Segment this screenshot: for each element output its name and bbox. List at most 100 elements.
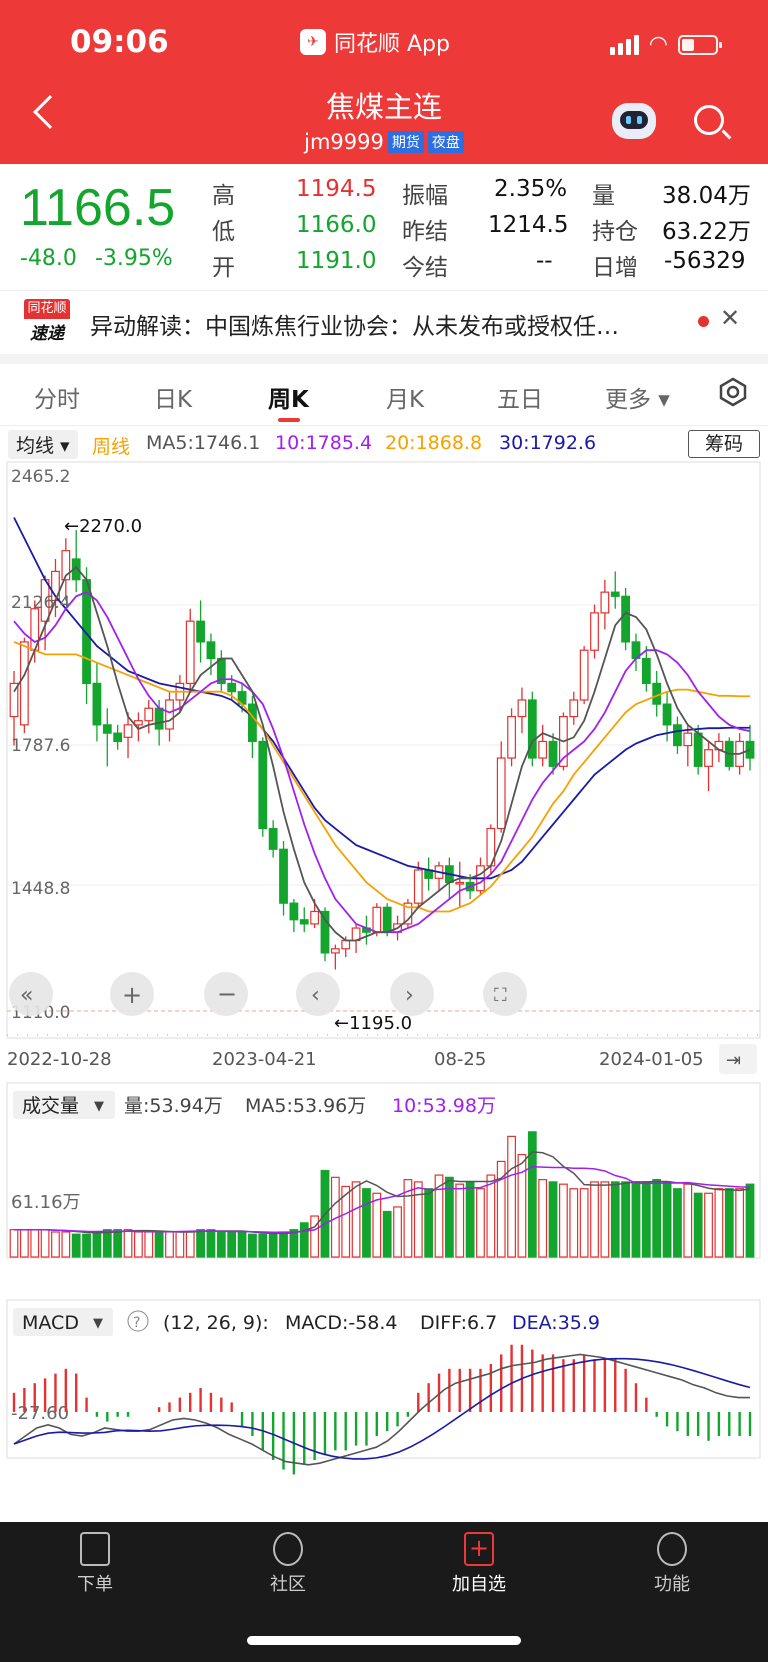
candle-body (113, 732, 123, 743)
news-text[interactable]: 异动解读：中国炼焦行业协会：从未发布或授权任… (90, 314, 619, 340)
quote-panel: 1166.5 -48.0 -3.95% 高 1194.5 低 1166.0 开 1… (0, 164, 768, 290)
candle-body (92, 682, 102, 726)
robot-assistant-icon[interactable] (612, 103, 656, 139)
diff-line (13, 1353, 750, 1466)
volume-bar (403, 1179, 413, 1258)
volume-bar (92, 1231, 102, 1258)
wifi-icon: ◠ (648, 32, 668, 57)
active-tab-indicator (278, 418, 300, 422)
date-tick: 2022-10-28 (7, 1049, 112, 1070)
zoom-controls: « + − ‹ › ⛶ (9, 972, 527, 1016)
tab-intraday[interactable]: 分时 (34, 387, 80, 413)
status-time: 09:06 (70, 24, 169, 60)
volume-bar (362, 1188, 371, 1258)
volume-bar (579, 1188, 589, 1258)
volume-bar (310, 1215, 320, 1258)
volume-bar (144, 1231, 154, 1258)
nav-community[interactable]: 社区 (238, 1532, 338, 1596)
volume-bar (248, 1233, 257, 1258)
news-logo: 同花顺 速递 (24, 299, 70, 345)
candle-body (196, 620, 205, 643)
candle-body (61, 550, 71, 581)
nav-functions[interactable]: 功能 (622, 1532, 722, 1596)
document-icon (80, 1532, 110, 1566)
volume-bar (237, 1231, 247, 1258)
tab-five-day[interactable]: 五日 (497, 387, 543, 413)
candle-body (600, 591, 610, 614)
volume-value: 38.04万 (662, 183, 751, 209)
status-app[interactable]: ✈ 同花顺 App (300, 26, 450, 58)
help-icon[interactable] (127, 1310, 149, 1332)
search-icon[interactable] (694, 105, 724, 135)
close-icon[interactable]: ✕ (720, 304, 741, 332)
high-label: 高 (212, 183, 235, 209)
scroll-left-fast-button[interactable] (9, 972, 53, 1016)
status-icons: ◠ (609, 32, 722, 57)
candle-body (683, 732, 693, 747)
volume-axis-tick: 61.16万 (11, 1192, 81, 1213)
settle-value: -- (536, 248, 553, 274)
oi-change-label: 日增 (592, 255, 638, 281)
volume-bar (372, 1192, 382, 1258)
nav-add-watchlist[interactable]: + 加自选 (452, 1532, 506, 1595)
nav-order[interactable]: 下单 (45, 1532, 145, 1596)
volume-select[interactable] (13, 1091, 115, 1119)
candle-body (527, 699, 537, 759)
candle-body (144, 707, 154, 722)
amp-label: 振幅 (402, 183, 448, 209)
period-label: 周线 (92, 436, 131, 458)
zoom-out-button[interactable] (204, 972, 248, 1016)
tab-monthly[interactable]: 月K (386, 387, 425, 413)
period-tabs: 分时 日K 周K 月K 五日 更多 ▾ (0, 364, 768, 426)
star-badge-icon (273, 1532, 303, 1566)
ma30-value: 30:1792.6 (499, 432, 597, 454)
volume-bar (600, 1181, 610, 1258)
ma10-value: 10:1785.4 (275, 432, 373, 454)
scroll-left-button[interactable] (296, 972, 340, 1016)
volume-bar (724, 1188, 734, 1258)
macd-select[interactable] (13, 1308, 113, 1336)
candle-body (341, 939, 351, 950)
ma20-value: 20:1868.8 (385, 432, 483, 454)
candle-body (330, 948, 340, 954)
volume-bar (30, 1229, 40, 1258)
candle-body (641, 657, 651, 684)
price-tick: 2126.4 (11, 593, 70, 613)
tab-weekly[interactable]: 周K (268, 387, 309, 413)
chevron-right-icon: › (405, 983, 414, 1008)
news-ticker[interactable]: 同花顺 速递 异动解读：中国炼焦行业协会：从未发布或授权任… (0, 290, 768, 354)
volume-bar (434, 1174, 444, 1258)
price-change: -48.0 -3.95% (20, 246, 173, 271)
candle-body (133, 720, 143, 726)
candles (9, 529, 755, 970)
chip-button[interactable]: 筹码 (688, 430, 760, 458)
candle-body (403, 902, 413, 925)
candle-body (289, 902, 299, 921)
volume-bar (455, 1183, 465, 1258)
jump-latest-button[interactable] (719, 1044, 757, 1074)
fullscreen-button[interactable] (483, 972, 527, 1016)
tab-daily[interactable]: 日K (154, 387, 193, 413)
open-value: 1191.0 (296, 248, 377, 274)
macd-params: (12, 26, 9): (163, 1312, 269, 1334)
scroll-right-button[interactable] (390, 972, 434, 1016)
low-label: 低 (212, 219, 235, 245)
volume-bar (507, 1135, 516, 1258)
candle-body (413, 869, 423, 904)
prev-settle-value: 1214.5 (488, 212, 569, 238)
low-marker: ←1195.0 (334, 1013, 412, 1034)
volume-bar (745, 1183, 755, 1258)
kline-chart[interactable]: 2465.2 2126.4 1787.6 1448.8 1110.0 ←2270… (0, 460, 768, 1522)
tab-more[interactable]: 更多 ▾ (605, 387, 670, 413)
bottom-nav: 下单 社区 + 加自选 功能 (0, 1522, 768, 1662)
zoom-in-button[interactable] (110, 972, 154, 1016)
volume-bar (465, 1181, 475, 1258)
date-axis: 2022-10-28 2023-04-21 08-25 2024-01-05 ⇥ (7, 1034, 760, 1074)
chart-frame (6, 461, 761, 1459)
indicator-select[interactable]: 均线 ▾ (8, 430, 78, 459)
volume-ma10: 10:53.98万 (392, 1095, 496, 1117)
volume-legend: 成交量 ▼ 量:53.94万 MA5:53.96万 10:53.98万 61.1… (11, 1091, 496, 1213)
dea-line (13, 1357, 751, 1460)
oi-change-value: -56329 (664, 248, 746, 274)
settings-icon[interactable] (718, 377, 748, 407)
